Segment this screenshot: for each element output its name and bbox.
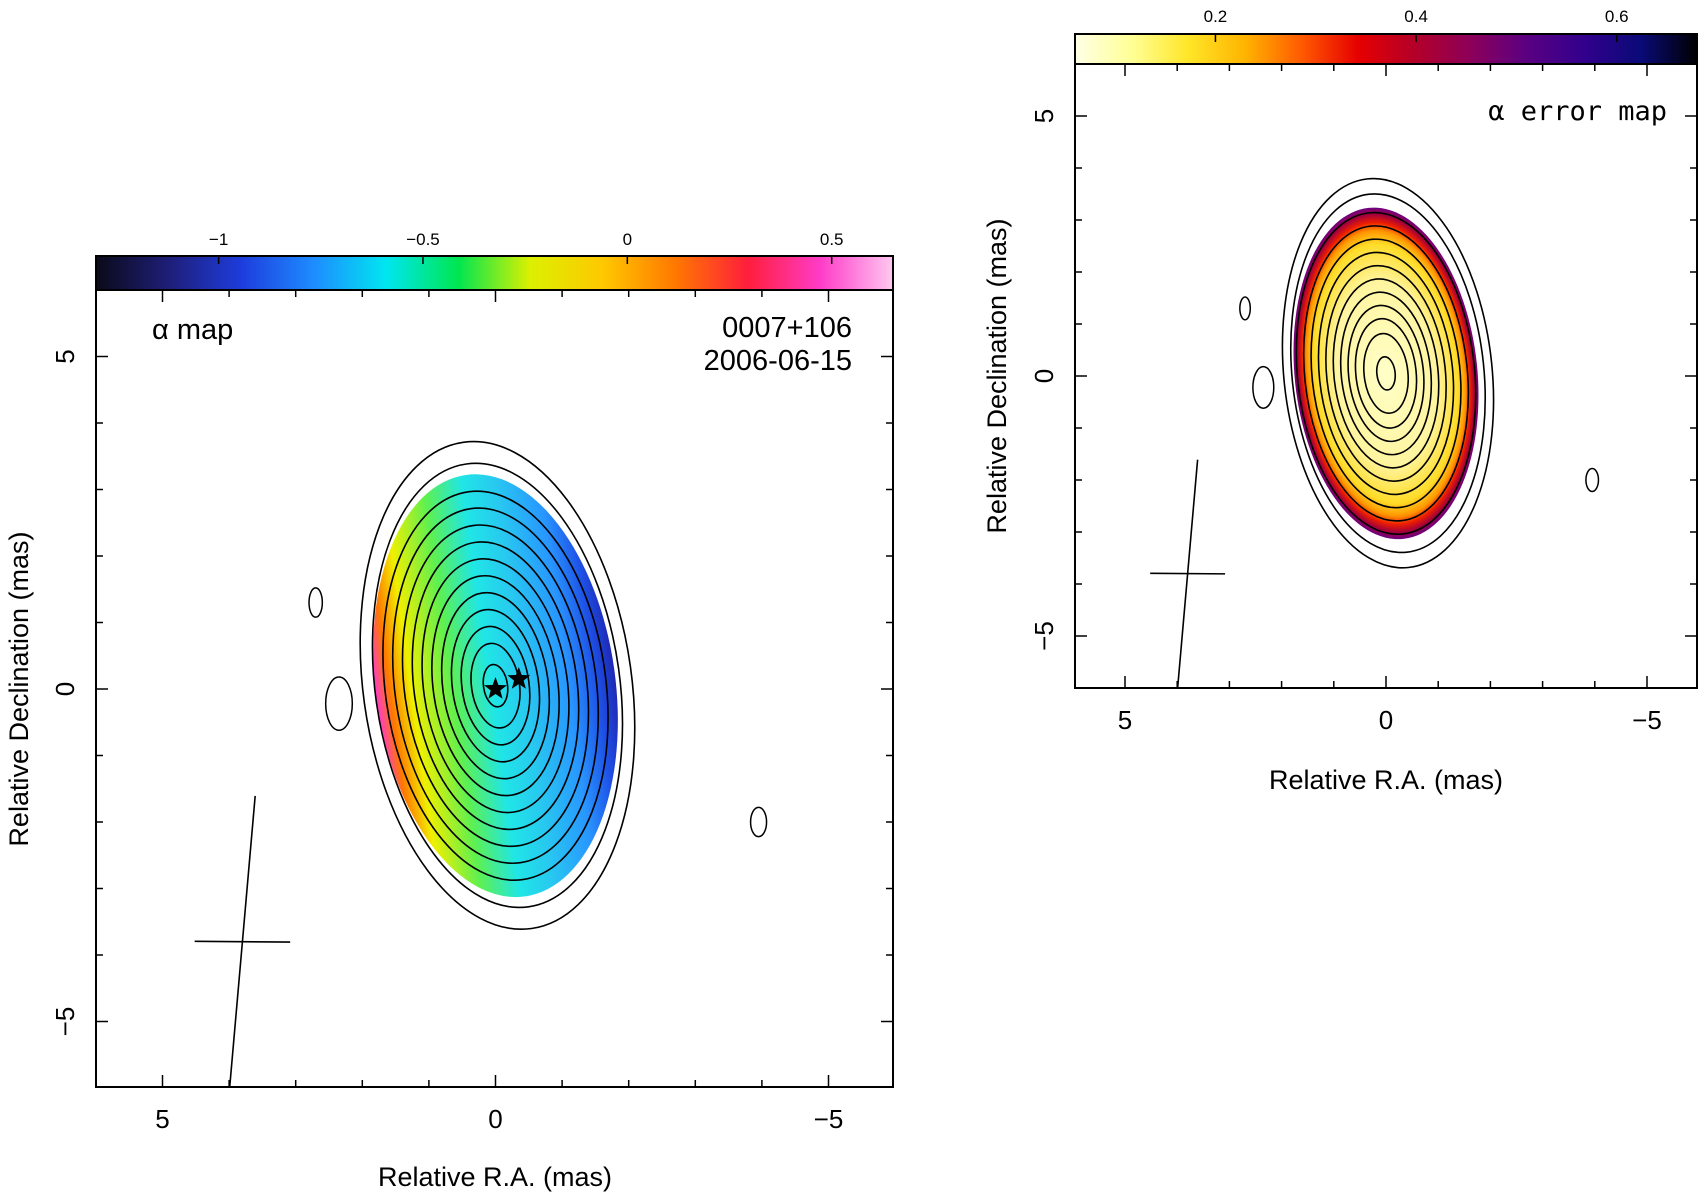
epoch-date-label: 2006-06-15 xyxy=(704,345,852,377)
isolated-contour xyxy=(749,806,768,838)
colorbar-tick-label: −1 xyxy=(209,230,228,249)
flux-contour xyxy=(431,574,560,797)
isolated-contour xyxy=(1239,296,1252,321)
spectral-index-fill xyxy=(1293,207,1479,540)
alpha-map-image xyxy=(194,440,768,1088)
colorbar-tick-label: 0.4 xyxy=(1404,7,1428,26)
y-tick-label: 5 xyxy=(50,349,80,363)
y-tick-label: −5 xyxy=(50,1007,80,1037)
x-tick-label: 0 xyxy=(488,1104,502,1134)
alpha-map-xlabel: Relative R.A. (mas) xyxy=(378,1162,612,1192)
flux-contour xyxy=(359,440,636,931)
y-tick-label: −5 xyxy=(1029,621,1059,651)
isolated-contour xyxy=(308,587,324,618)
flux-contour xyxy=(371,462,624,909)
beam-minor-axis xyxy=(1150,572,1226,575)
isolated-contour xyxy=(324,676,354,731)
alpha-map-panel: 5 0 −5 5 0 −5 −1 −0.5 0 0.5 α map 0007+106 2006-… xyxy=(4,230,894,1192)
flux-contour xyxy=(411,541,580,831)
alpha-map-title: α map xyxy=(152,314,233,346)
beam-minor-axis xyxy=(194,940,291,943)
alpha-error-map-ylabel: Relative Declination (mas) xyxy=(982,218,1012,533)
flux-contour xyxy=(401,524,590,848)
source-name-label: 0007+106 xyxy=(722,312,852,344)
colorbar-tick-label: 0.2 xyxy=(1204,7,1228,26)
colorbar-tick-label: 0 xyxy=(623,230,632,249)
flux-contour xyxy=(1375,356,1397,391)
alpha-error-map-title: α error map xyxy=(1488,96,1667,127)
flux-contour xyxy=(460,625,531,746)
y-tick-label: 0 xyxy=(1029,369,1059,383)
colorbar-tick-label: −0.5 xyxy=(406,230,440,249)
flux-contour xyxy=(1317,251,1455,496)
x-tick-label: 5 xyxy=(155,1104,169,1134)
flux-contour xyxy=(450,608,541,763)
y-tick-label: 5 xyxy=(1029,109,1059,123)
x-tick-label: 5 xyxy=(1118,705,1132,735)
alpha-map-colorbar-bar xyxy=(95,255,894,291)
isolated-contour xyxy=(1585,467,1600,493)
x-tick-label: −5 xyxy=(814,1104,844,1134)
alpha-error-map-colorbar: 0.2 0.4 0.6 xyxy=(1074,7,1698,65)
core-star-marker xyxy=(484,677,507,699)
alpha-error-map-panel: 5 0 −5 5 0 −5 0.2 0.4 0.6 α error map Relative … xyxy=(982,7,1698,795)
alpha-map-ticks: 5 0 −5 5 0 −5 xyxy=(50,289,893,1134)
alpha-error-map-xlabel: Relative R.A. (mas) xyxy=(1269,765,1503,795)
flux-contour xyxy=(1289,193,1487,554)
flux-contour xyxy=(482,663,509,708)
flux-contour xyxy=(1295,211,1477,535)
flux-contour xyxy=(382,490,609,881)
flux-contour xyxy=(1302,225,1470,522)
alpha-map-colorbar: −1 −0.5 0 0.5 xyxy=(95,230,894,291)
alpha-error-map-ticks: 5 0 −5 5 0 −5 xyxy=(1029,63,1697,735)
alpha-map-ylabel: Relative Declination (mas) xyxy=(4,531,34,846)
flux-contour xyxy=(1310,238,1462,509)
x-tick-label: −5 xyxy=(1632,705,1662,735)
flux-contour xyxy=(391,507,600,865)
y-tick-label: 0 xyxy=(50,682,80,696)
alpha-error-map-image xyxy=(1150,177,1600,688)
flux-contour xyxy=(421,558,570,814)
isolated-contour xyxy=(1252,365,1275,409)
alpha-error-map-colorbar-bar xyxy=(1074,33,1698,65)
colorbar-tick-label: 0.5 xyxy=(820,230,844,249)
flux-contour xyxy=(1281,177,1495,569)
flux-contour xyxy=(1363,332,1409,414)
flux-contour xyxy=(1354,317,1418,429)
flux-contour xyxy=(1347,304,1425,443)
flux-contour xyxy=(1325,264,1447,482)
colorbar-tick-label: 0.6 xyxy=(1605,7,1629,26)
flux-contour xyxy=(1339,291,1433,456)
x-tick-label: 0 xyxy=(1379,705,1393,735)
flux-contour xyxy=(1332,278,1440,469)
flux-contour xyxy=(440,591,551,780)
core-star-marker xyxy=(507,667,531,689)
